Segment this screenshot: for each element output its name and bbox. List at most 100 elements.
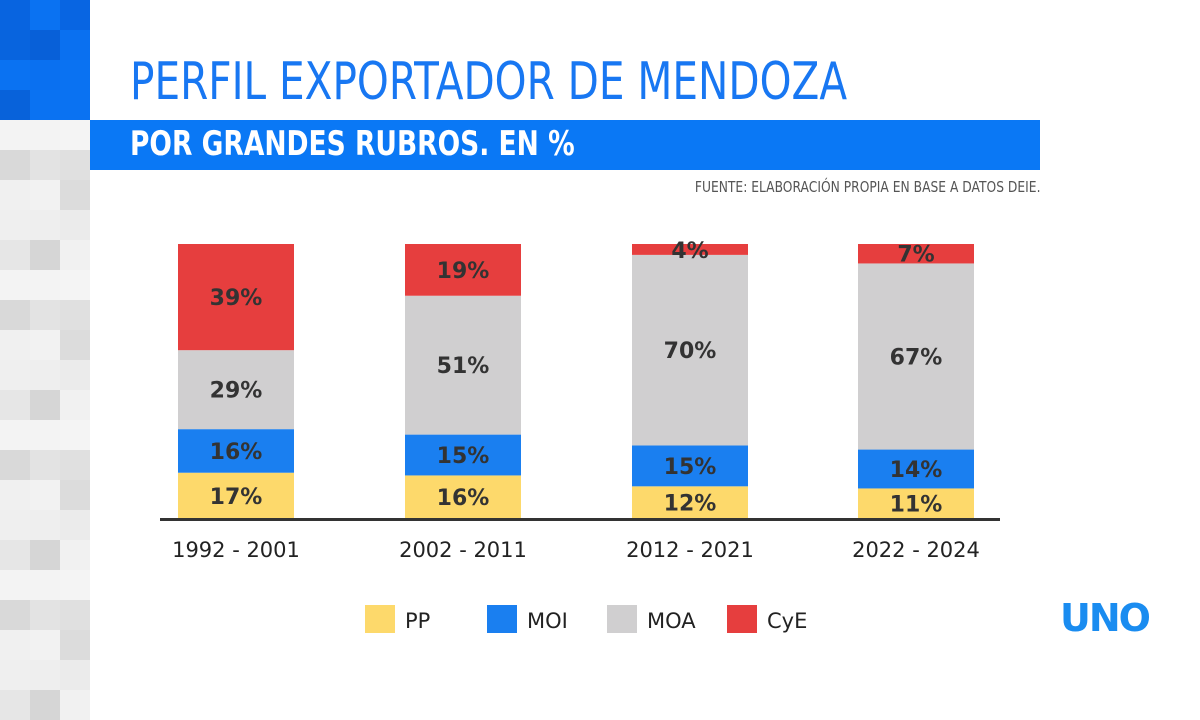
tile — [0, 330, 30, 360]
tile — [60, 30, 90, 60]
tile — [0, 480, 30, 510]
bar-segment-moi — [858, 449, 974, 489]
tile — [0, 0, 30, 30]
tile — [30, 540, 60, 570]
tile — [60, 540, 90, 570]
category-label: 2012 - 2021 — [626, 538, 754, 562]
source-note: FUENTE: ELABORACIÓN PROPIA EN BASE A DAT… — [694, 178, 1040, 196]
tile — [30, 210, 60, 240]
page-subtitle: POR GRANDES RUBROS. EN % — [130, 124, 575, 164]
data-label: 7% — [897, 243, 934, 268]
tile — [60, 510, 90, 540]
page-title: PERFIL EXPORTADOR DE MENDOZA — [130, 52, 848, 112]
tile — [60, 480, 90, 510]
tile — [0, 60, 30, 90]
data-label: 15% — [664, 455, 717, 480]
data-label: 15% — [437, 444, 490, 469]
uno-logo: UNO — [1060, 596, 1151, 640]
x-axis-baseline — [160, 518, 1000, 521]
bar-segment-moa — [632, 254, 748, 446]
subtitle-banner — [90, 120, 1040, 170]
tile — [0, 360, 30, 390]
tile — [0, 120, 30, 150]
tile — [0, 210, 30, 240]
tile — [60, 120, 90, 150]
tile — [30, 420, 60, 450]
data-label: 67% — [890, 346, 943, 371]
data-label: 39% — [210, 286, 263, 311]
data-label: 16% — [437, 486, 490, 511]
tile — [60, 270, 90, 300]
stacked-bar-chart: 17% 16% 29% 39% 1992 - 2001 16% 15% 51% 19% 2002 … — [160, 239, 1000, 633]
bar-segment-cye — [178, 244, 294, 351]
data-label: 14% — [890, 458, 943, 483]
data-label: 16% — [210, 440, 263, 465]
tile — [60, 300, 90, 330]
tile — [60, 150, 90, 180]
tile — [0, 630, 30, 660]
category-label: 2022 - 2024 — [852, 538, 980, 562]
tile — [0, 510, 30, 540]
tile — [30, 180, 60, 210]
tile — [60, 330, 90, 360]
bar-segment-moa — [405, 295, 521, 435]
tile — [60, 420, 90, 450]
bar-segment-moi — [405, 434, 521, 476]
data-label: 11% — [890, 493, 943, 518]
tile — [30, 90, 60, 120]
tile — [60, 210, 90, 240]
category-label: 2002 - 2011 — [399, 538, 527, 562]
bar-segment-moi — [632, 445, 748, 487]
tile — [0, 270, 30, 300]
tile — [60, 0, 90, 30]
decorative-tile-strip — [0, 0, 90, 720]
tile — [60, 240, 90, 270]
legend-swatch-pp — [365, 605, 395, 633]
tile — [30, 120, 60, 150]
tile — [30, 300, 60, 330]
legend-label: PP — [405, 609, 430, 633]
tile — [60, 690, 90, 720]
tile — [0, 240, 30, 270]
tile — [30, 330, 60, 360]
bar-segment-pp — [632, 486, 748, 519]
legend-swatch-cye — [727, 605, 757, 633]
bar-segment-cye — [405, 244, 521, 296]
tile — [30, 60, 60, 90]
tile — [0, 450, 30, 480]
tile — [0, 150, 30, 180]
tile — [30, 450, 60, 480]
data-label: 17% — [210, 485, 263, 510]
tile — [0, 420, 30, 450]
tile — [30, 630, 60, 660]
tile — [30, 30, 60, 60]
tile — [30, 240, 60, 270]
category-label: 1992 - 2001 — [172, 538, 300, 562]
tile — [30, 360, 60, 390]
tile — [0, 30, 30, 60]
tile — [0, 390, 30, 420]
tile — [60, 180, 90, 210]
tile — [30, 510, 60, 540]
tile — [60, 570, 90, 600]
tile — [30, 390, 60, 420]
data-label: 4% — [671, 239, 708, 264]
tile — [30, 0, 60, 30]
legend-label: MOI — [527, 609, 568, 633]
tile — [0, 180, 30, 210]
tile — [0, 300, 30, 330]
tile — [0, 690, 30, 720]
tile — [0, 90, 30, 120]
tile — [30, 480, 60, 510]
tile — [0, 600, 30, 630]
bar-segment-moa — [178, 350, 294, 430]
tile — [60, 600, 90, 630]
tile — [30, 270, 60, 300]
legend-label: MOA — [647, 609, 696, 633]
bar-segment-pp — [405, 475, 521, 519]
data-label: 70% — [664, 339, 717, 364]
bar-segment-cye — [632, 244, 748, 255]
tile — [60, 360, 90, 390]
tile — [60, 60, 90, 90]
tile — [0, 540, 30, 570]
